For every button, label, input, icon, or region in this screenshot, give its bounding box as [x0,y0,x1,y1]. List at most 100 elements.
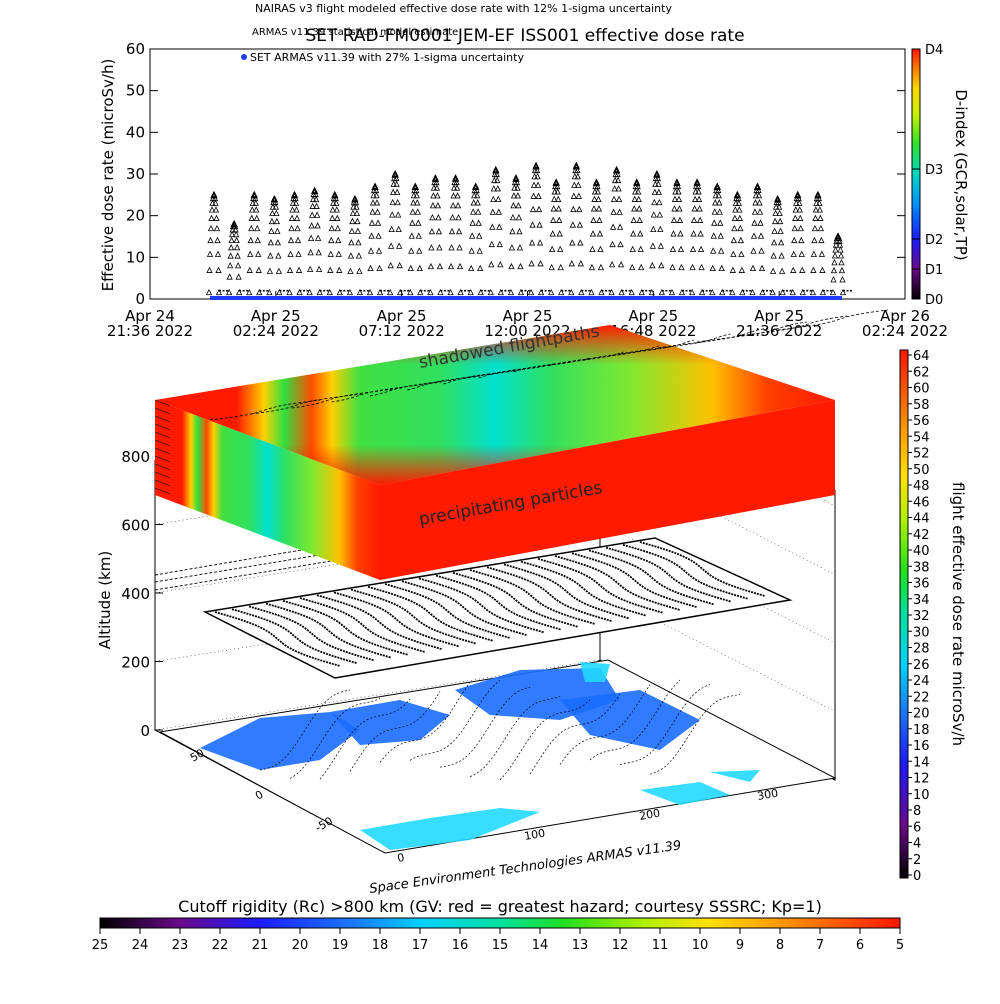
right-colorbar-tick-label: 24 [913,674,930,689]
nairas-marker [226,273,233,280]
nairas-marker [408,232,415,239]
nairas-marker [609,240,616,248]
nairas-marker [312,195,320,203]
orbit-pass [246,190,270,296]
nairas-marker [415,232,422,239]
nairas-marker [416,247,423,254]
dose-plane-edge-shading [155,325,835,485]
nairas-marker [233,236,240,244]
plane-edge-hatch [154,423,171,431]
orbit-pass [527,161,552,296]
top-y-tick-label: 0 [135,290,145,308]
nairas-marker [392,170,399,177]
nairas-marker [491,176,498,184]
nairas-marker [293,214,301,221]
nairas-marker [609,223,617,230]
nairas-marker [415,219,422,226]
nairas-marker [750,247,757,254]
nairas-marker [409,208,416,215]
nairas-marker [286,266,294,273]
nairas-marker [532,161,540,169]
plane-flightpath [331,381,442,403]
nairas-marker [475,219,482,226]
nairas-marker [295,266,303,273]
nairas-marker [610,195,618,202]
nairas-marker [311,186,318,194]
flightpath-plane-outline [202,537,793,679]
nairas-marker [769,288,776,296]
nairas-marker [672,188,679,195]
nairas-marker [671,205,678,212]
nairas-marker [557,263,564,271]
right-colorbar-tick-label: 42 [913,528,930,543]
nairas-marker [234,261,242,269]
nairas-marker [696,216,704,223]
dose-plane-front-right [380,400,835,580]
nairas-marker [349,209,357,217]
nairas-marker [729,266,737,273]
altitude-tick-label: 800 [121,448,150,466]
flightpath-orbit [299,597,426,653]
flightpath-orbit [435,574,562,631]
nairas-marker [215,288,223,296]
legend-armas-marker [241,54,247,60]
orbit-pass [266,195,290,296]
nairas-marker [267,239,275,246]
nairas-marker [367,247,375,254]
nairas-marker [593,178,600,185]
nairas-marker [715,186,722,194]
nairas-marker [295,250,302,257]
plane-flightpath [696,321,807,343]
nairas-marker [412,182,419,189]
nairas-marker [227,252,234,259]
nairas-marker [212,206,220,213]
nairas-marker [389,211,396,218]
nairas-marker [213,224,221,232]
right-colorbar-tick-label: 20 [913,707,930,722]
nairas-marker [731,224,738,232]
nairas-marker [307,234,315,241]
nairas-marker [809,288,817,296]
right-colorbar-tick-label: 36 [913,577,930,592]
nairas-marker [537,288,545,296]
nairas-marker [617,240,624,248]
nairas-marker [650,225,657,233]
nairas-marker [227,243,235,251]
altitude-tick-label: 0 [140,722,150,740]
nairas-marker [353,209,361,217]
nairas-marker [655,180,662,187]
nairas-marker [729,288,736,296]
nairas-marker [351,195,359,202]
nairas-marker [718,264,725,272]
orbit-pass [668,178,693,296]
nairas-marker [487,288,494,296]
nairas-marker [650,211,657,218]
nairas-marker [839,276,846,283]
nairas-marker [495,208,502,215]
nairas-marker [528,260,535,267]
flightpath-orbit [588,549,715,606]
flightpath-orbit [639,541,766,597]
nairas-marker [714,182,721,189]
nairas-marker [468,264,475,272]
right-colorbar-tick-label: 16 [913,739,930,754]
nairas-marker [549,245,556,252]
nairas-marker [792,214,799,221]
nairas-marker [248,224,255,232]
nairas-marker [755,186,762,194]
nairas-marker [235,288,243,296]
nairas-marker [819,288,827,296]
nairas-marker [457,288,464,296]
nairas-marker [693,178,701,185]
nairas-marker [471,191,478,199]
nairas-marker [294,224,301,232]
nairas-marker [712,191,719,199]
nairas-marker [636,205,643,212]
nairas-marker [435,227,443,235]
nairas-marker [678,288,686,296]
nairas-marker [315,265,323,273]
nairas-marker [534,181,542,188]
nairas-marker [770,239,778,246]
nairas-marker [246,288,253,296]
ground-track [379,682,471,763]
